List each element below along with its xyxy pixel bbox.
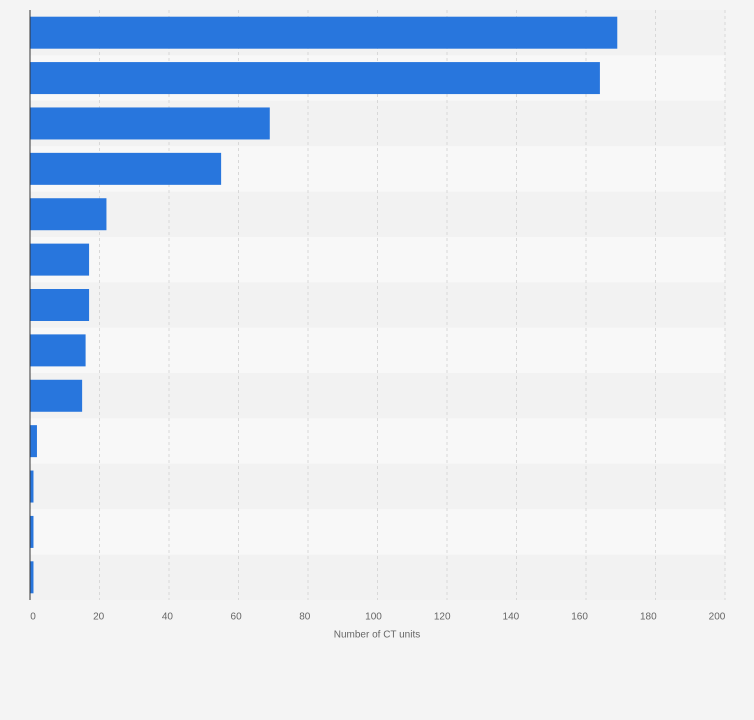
bar bbox=[30, 16, 618, 49]
x-tick-label: 140 bbox=[503, 612, 520, 623]
x-tick-label: 120 bbox=[434, 612, 451, 623]
bar bbox=[30, 107, 270, 140]
bar bbox=[30, 152, 222, 185]
bar bbox=[30, 289, 90, 321]
x-tick-label: 100 bbox=[365, 612, 382, 623]
x-tick-label: 60 bbox=[231, 612, 243, 623]
x-tick-label: 40 bbox=[162, 612, 174, 623]
x-axis-label: Number of CT units bbox=[334, 630, 421, 641]
x-tick-label: 200 bbox=[709, 612, 726, 623]
x-tick-label: 0 bbox=[30, 612, 36, 623]
bar bbox=[30, 334, 86, 367]
x-tick-label: 160 bbox=[571, 612, 588, 623]
bar bbox=[30, 62, 600, 95]
x-tick-label: 180 bbox=[640, 612, 657, 623]
bar bbox=[30, 198, 107, 231]
bar bbox=[30, 561, 34, 594]
bar bbox=[30, 425, 37, 458]
bar bbox=[30, 379, 83, 412]
bar bbox=[30, 515, 34, 548]
x-tick-label: 20 bbox=[93, 612, 105, 623]
bar bbox=[30, 243, 90, 276]
x-tick-label: 80 bbox=[299, 612, 311, 623]
bar bbox=[30, 470, 34, 503]
